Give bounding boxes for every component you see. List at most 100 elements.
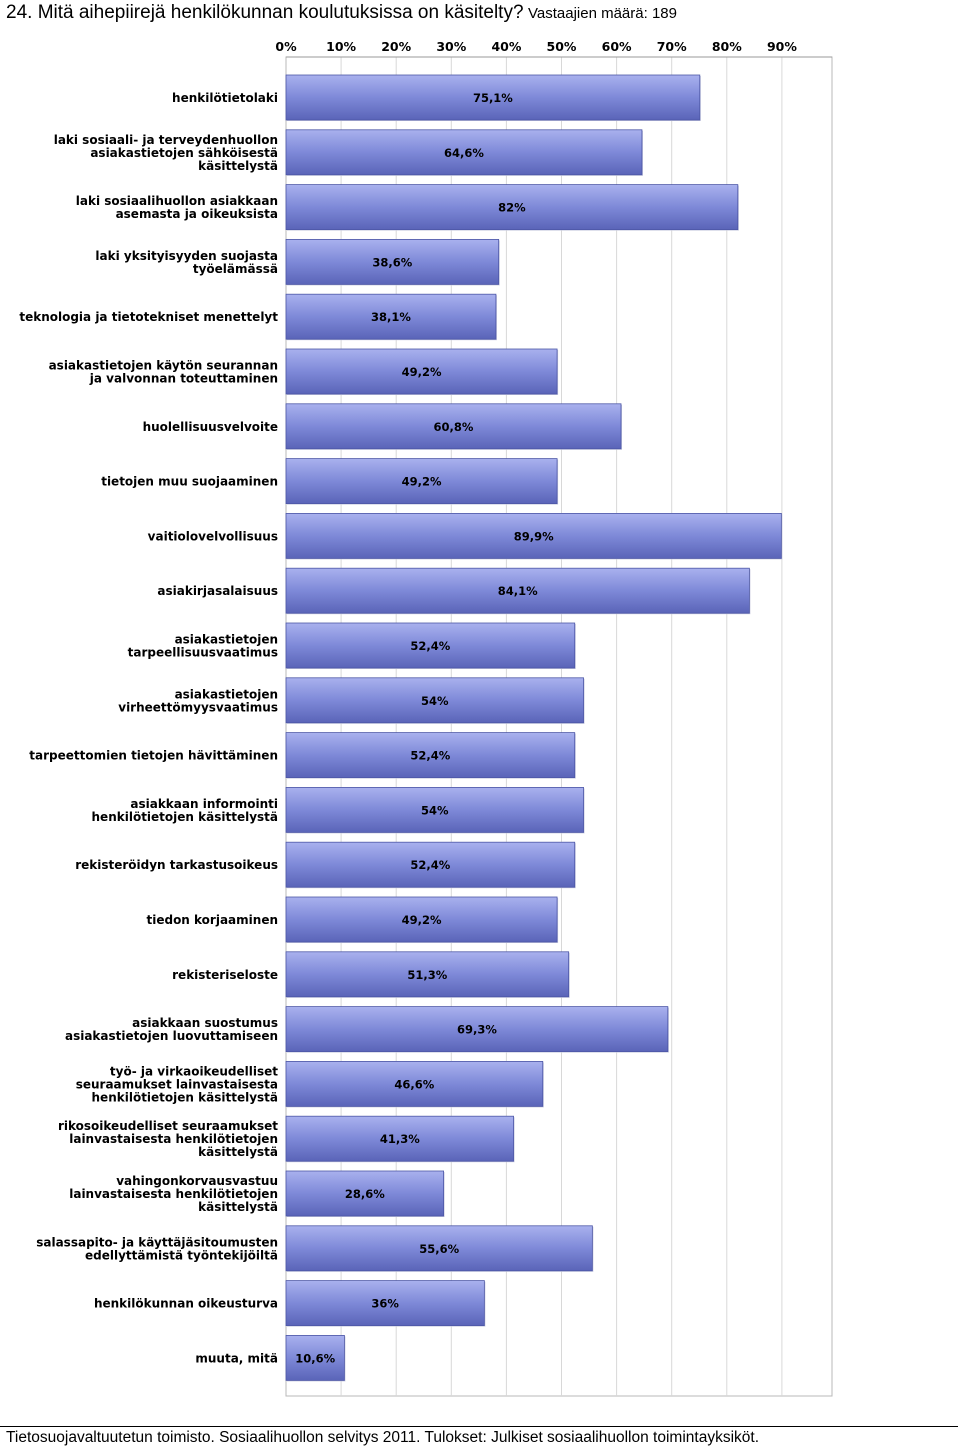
bar-chart: 0% 10% 20% 30% 40% 50% 60% 70% 80% 90% henkilötie… [19,39,833,1397]
value-label: 52,4% [410,858,450,872]
value-label: 52,4% [410,639,450,653]
question-title: 24. Mitä aihepiirejä henkilökunnan koulu… [6,2,524,23]
category-label: vaitiolovelvollisuus [148,529,278,543]
bar [285,787,584,833]
category-label: asiakkaan suostumus asiakastietojen luovu… [65,1016,278,1043]
category-label-line: asiakastietojen [175,633,278,647]
category-label: teknologia ja tietotekniset menettelyt [19,310,278,324]
bar [285,567,750,614]
category-label-line: käsittelystä [198,1145,278,1159]
bar [285,896,558,943]
category-label-line: asiakastietojen sähköisestä [90,146,278,160]
category-label-line: asiakkaan suostumus [132,1016,278,1030]
chart-heading: 24. Mitä aihepiirejä henkilökunnan koulu… [6,2,677,24]
bar [285,732,576,778]
category-label-line: käsittelystä [198,159,278,173]
category-label: salassapito- ja käyttäjäsitoumusten edell… [36,1235,278,1262]
bar [285,238,500,285]
x-tick-label: 20% [381,39,411,54]
category-label-line: huolellisuusvelvoite [143,420,278,434]
bar [285,622,576,669]
category-label-line: rekisteröidyn tarkastusoikeus [75,858,278,872]
x-tick-label: 10% [326,39,356,54]
bar [285,348,558,395]
bar [285,458,558,505]
value-label: 36% [371,1297,399,1311]
value-label: 49,2% [402,365,442,379]
category-label-line: salassapito- ja käyttäjäsitoumusten [36,1235,278,1249]
category-label-line: vahingonkorvausvastuu [116,1174,278,1188]
category-label-line: lainvastaisesta henkilötietojen [69,1132,278,1146]
category-label-line: rekisteriseloste [172,968,278,982]
category-label: henkilötietolaki [172,91,278,105]
value-label: 82% [498,201,526,215]
category-label: vahingonkorvausvastuu lainvastaisesta hen… [69,1174,278,1214]
x-tick-label: 60% [602,39,632,54]
x-tick-label: 40% [491,39,521,54]
value-label: 51,3% [407,968,447,982]
x-axis-ticks: 0% 10% 20% 30% 40% 50% 60% 70% 80% 90% [275,39,832,58]
value-label: 64,6% [444,146,484,160]
value-label: 38,1% [371,310,411,324]
bar [285,1225,593,1272]
value-label: 10,6% [295,1351,335,1365]
bar [285,1115,514,1162]
category-label-line: tietojen muu suojaaminen [101,475,278,489]
value-label: 54% [421,803,449,817]
category-label: huolellisuusvelvoite [143,420,278,434]
category-label-line: työ- ja virkaoikeudelliset [110,1064,278,1078]
category-labels: henkilötietolaki laki sosiaali- ja tervey… [19,91,278,1365]
value-label: 38,6% [372,255,412,269]
category-label-line: vaitiolovelvollisuus [148,529,278,543]
bar [285,841,576,888]
category-label: henkilökunnan oikeusturva [94,1297,278,1311]
category-label: asiakastietojen virheettömyysvaatimus [118,687,278,714]
bars [285,74,783,1382]
value-label: 75,1% [473,91,513,105]
x-tick-label: 80% [712,39,742,54]
category-label-line: tarpeellisuusvaatimus [128,646,278,660]
category-label: rekisteröidyn tarkastusoikeus [75,858,278,872]
category-label: asiakastietojen tarpeellisuusvaatimus [128,633,278,660]
bar [285,1335,345,1381]
category-label-line: rikosoikeudelliset seuraamukset [58,1119,278,1133]
category-label: tietojen muu suojaaminen [101,475,278,489]
bar [285,951,570,998]
category-label-line: laki sosiaali- ja terveydenhuollon [54,133,278,147]
category-label: laki yksityisyyden suojasta työelämässä [95,249,278,276]
category-label: asiakastietojen käytön seurannan ja valvo… [49,359,278,386]
value-label: 52,4% [410,749,450,763]
category-label-line: tarpeettomien tietojen hävittäminen [29,749,278,763]
category-label-line: laki sosiaalihuollon asiakkaan [76,194,278,208]
category-label-line: asiakastietojen [175,687,278,701]
bar [285,129,643,176]
category-label-line: henkilötietolaki [172,91,278,105]
category-label-line: henkilökunnan oikeusturva [94,1297,278,1311]
value-label: 60,8% [434,420,474,434]
category-label-line: asiakastietojen käytön seurannan [49,359,278,373]
value-label: 84,1% [498,584,538,598]
bar [285,513,782,559]
category-label-line: seuraamukset lainvastaisesta [76,1077,278,1091]
footer-divider [0,1426,958,1427]
category-label-line: asiakkaan informointi [130,797,278,811]
category-label: tiedon korjaaminen [146,913,278,927]
category-label: asiakkaan informointi henkilötietojen käs… [92,797,278,824]
category-label-line: teknologia ja tietotekniset menettelyt [19,310,278,324]
category-label: työ- ja virkaoikeudelliset seuraamukset l… [76,1064,279,1104]
value-label: 41,3% [380,1132,420,1146]
category-label-line: henkilötietojen käsittelystä [92,810,278,824]
value-label: 69,3% [457,1023,497,1037]
category-label-line: edellyttämistä työntekijöiltä [85,1248,278,1262]
respondent-count: Vastaajien määrä: 189 [527,5,677,22]
bar [285,1170,444,1217]
value-label: 89,9% [514,529,554,543]
x-tick-label: 50% [547,39,577,54]
category-label-line: asemasta ja oikeuksista [116,207,278,221]
category-label-line: työelämässä [193,262,278,276]
value-label: 46,6% [394,1077,434,1091]
bar [285,403,622,450]
x-tick-label: 0% [275,39,297,54]
category-label-line: henkilötietojen käsittelystä [92,1090,278,1104]
bar [285,1006,669,1052]
